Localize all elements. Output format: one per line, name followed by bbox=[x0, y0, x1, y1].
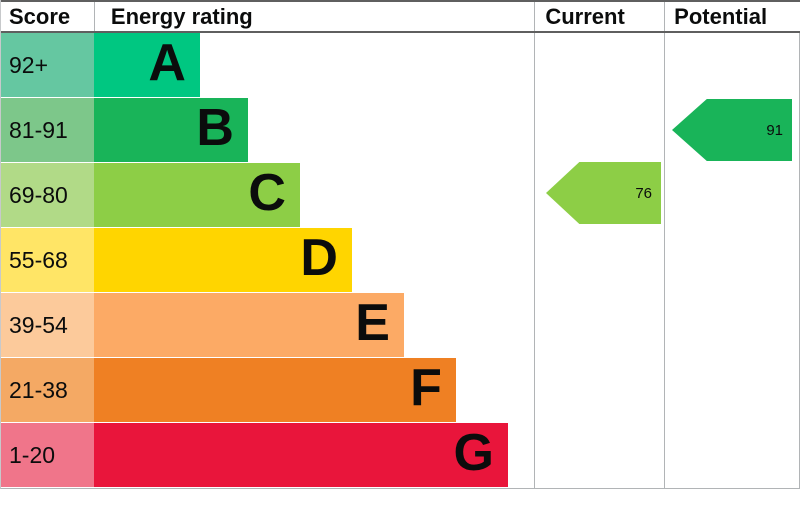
header-energy-rating: Energy rating bbox=[93, 2, 534, 31]
header-potential: Potential bbox=[664, 2, 800, 31]
potential-cell bbox=[664, 293, 800, 358]
rating-letter-g: G bbox=[453, 424, 494, 482]
rating-bar-e: E bbox=[93, 293, 404, 358]
rating-letter-b: B bbox=[196, 99, 234, 157]
score-range-a: 92+ bbox=[1, 33, 94, 98]
epc-rating-chart: Score Energy rating Current Potential 92… bbox=[0, 0, 800, 489]
score-range-f: 21-38 bbox=[1, 358, 94, 423]
table-header: Score Energy rating Current Potential bbox=[1, 0, 800, 33]
band-row-b: 81-91 B bbox=[1, 98, 800, 163]
rating-bar-area: F bbox=[93, 358, 534, 423]
band-row-c: 69-80 C bbox=[1, 163, 800, 228]
rating-bar-c: C bbox=[93, 163, 300, 228]
rating-bar-area: G bbox=[93, 423, 534, 488]
current-cell bbox=[534, 33, 664, 98]
current-rating-value: 76 bbox=[635, 184, 652, 202]
current-cell bbox=[534, 163, 664, 228]
rating-bar-area: C bbox=[93, 163, 534, 228]
potential-cell bbox=[664, 33, 800, 98]
score-range-e: 39-54 bbox=[1, 293, 94, 358]
rating-letter-d: D bbox=[300, 229, 338, 287]
potential-cell bbox=[664, 358, 800, 423]
rating-letter-a: A bbox=[148, 34, 186, 92]
rating-bar-area: E bbox=[93, 293, 534, 358]
rating-bar-area: B bbox=[93, 98, 534, 163]
current-cell bbox=[534, 293, 664, 358]
score-range-g: 1-20 bbox=[1, 423, 94, 488]
rating-bar-g: G bbox=[93, 423, 508, 488]
band-row-e: 39-54 E bbox=[1, 293, 800, 358]
header-score: Score bbox=[9, 3, 71, 29]
rating-bar-a: A bbox=[93, 33, 200, 98]
rating-bar-area: A bbox=[93, 33, 534, 98]
header-current: Current bbox=[534, 2, 664, 31]
current-cell bbox=[534, 228, 664, 293]
band-row-f: 21-38 F bbox=[1, 358, 800, 423]
rating-bar-b: B bbox=[93, 98, 248, 163]
current-cell bbox=[534, 423, 664, 488]
rating-bar-f: F bbox=[93, 358, 456, 423]
band-row-a: 92+ A bbox=[1, 33, 800, 98]
potential-rating-value: 91 bbox=[766, 121, 783, 139]
rating-letter-f: F bbox=[410, 359, 442, 417]
band-row-d: 55-68 D bbox=[1, 228, 800, 293]
rating-bar-area: D bbox=[93, 228, 534, 293]
rating-letter-c: C bbox=[248, 164, 286, 222]
score-range-b: 81-91 bbox=[1, 98, 94, 163]
score-range-d: 55-68 bbox=[1, 228, 94, 293]
current-cell bbox=[534, 98, 664, 163]
potential-cell bbox=[664, 163, 800, 228]
rating-letter-e: E bbox=[355, 294, 390, 352]
band-row-g: 1-20 G bbox=[1, 423, 800, 488]
potential-cell bbox=[664, 423, 800, 488]
current-cell bbox=[534, 358, 664, 423]
rating-bar-d: D bbox=[93, 228, 352, 293]
score-range-c: 69-80 bbox=[1, 163, 94, 228]
potential-cell bbox=[664, 228, 800, 293]
